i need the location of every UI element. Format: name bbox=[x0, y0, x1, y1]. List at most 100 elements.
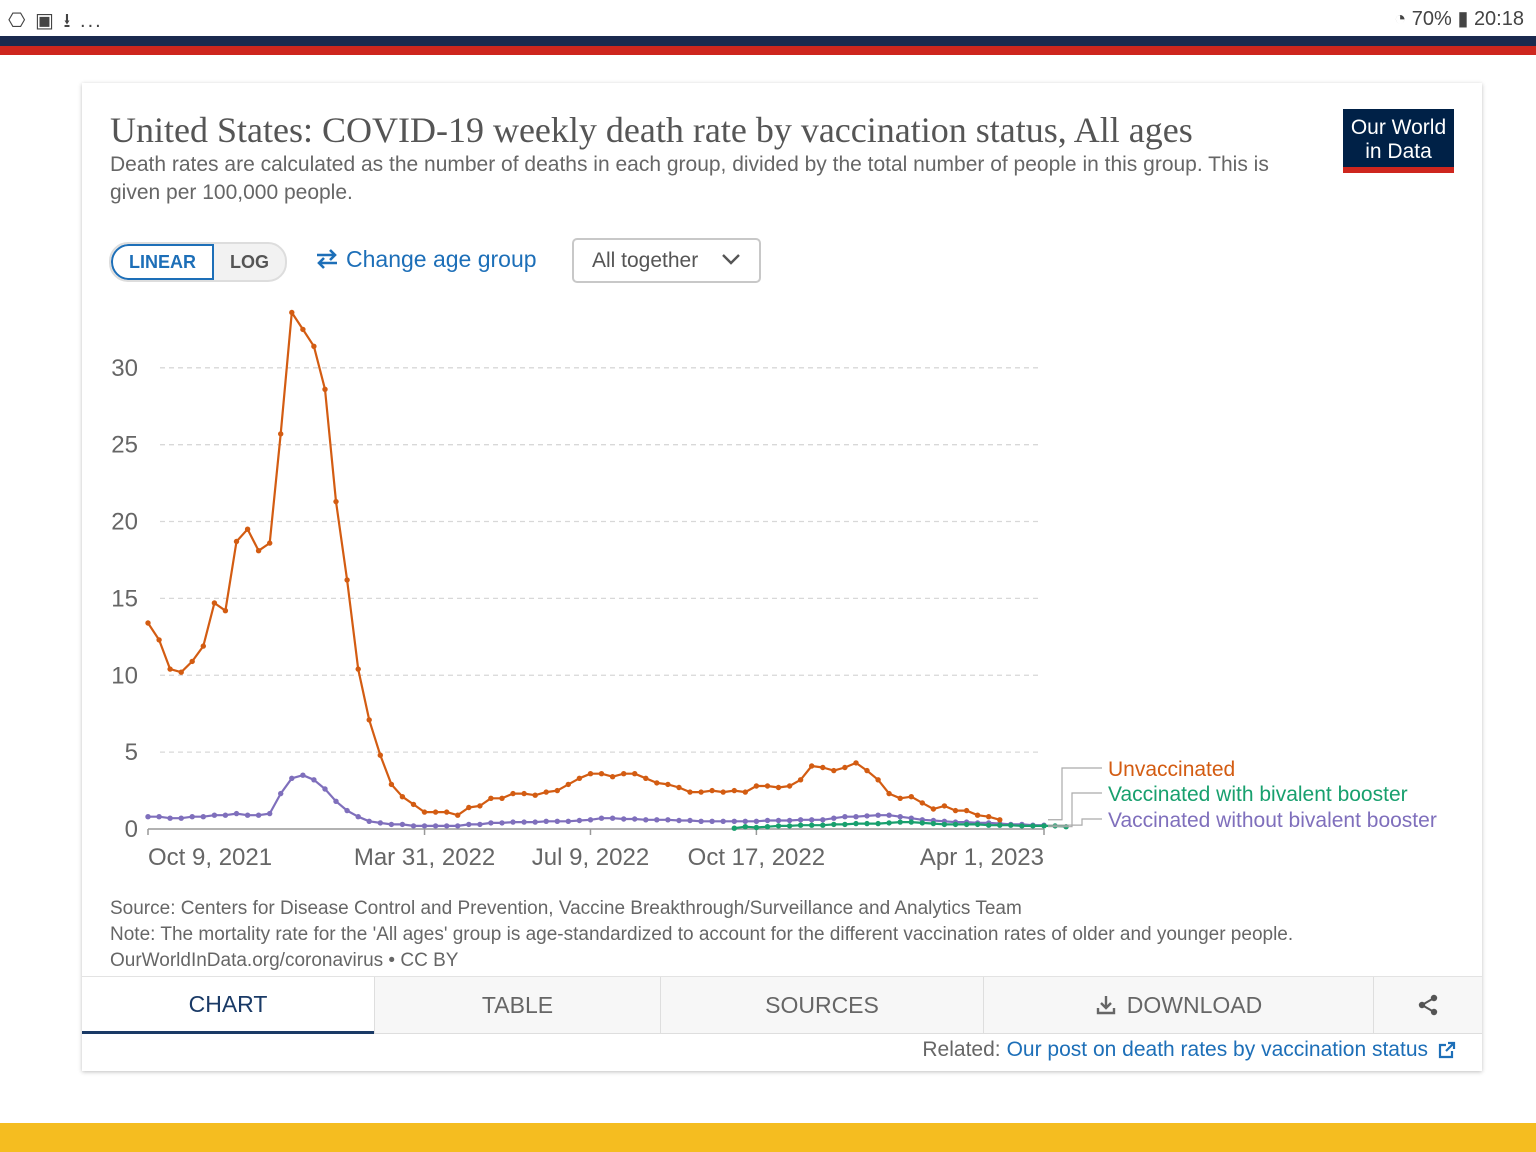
tab-table[interactable]: TABLE bbox=[374, 977, 660, 1034]
notification-icons: ⎔ ▣ ⭳ ... bbox=[8, 10, 103, 32]
change-age-group-button[interactable]: Change age group bbox=[314, 243, 537, 275]
legend-label: Vaccinated with bivalent booster bbox=[1108, 783, 1408, 806]
data-point bbox=[377, 752, 383, 758]
x-tick-label: Oct 17, 2022 bbox=[688, 844, 825, 871]
data-point bbox=[864, 767, 870, 774]
legend-connector bbox=[1048, 767, 1102, 821]
data-point bbox=[466, 821, 472, 828]
data-point bbox=[145, 620, 151, 626]
data-point bbox=[388, 781, 395, 788]
data-point bbox=[156, 637, 162, 643]
data-point bbox=[820, 764, 826, 771]
view-mode-select[interactable]: All together bbox=[572, 238, 761, 283]
data-point bbox=[255, 812, 262, 818]
data-point bbox=[444, 823, 450, 829]
share-button[interactable] bbox=[1373, 977, 1482, 1034]
data-point bbox=[864, 820, 870, 827]
data-point bbox=[1041, 823, 1047, 829]
external-link-icon[interactable] bbox=[1438, 1041, 1456, 1059]
logo-line-1: Our World bbox=[1350, 116, 1447, 139]
legend-label: Unvaccinated bbox=[1108, 758, 1235, 781]
data-point bbox=[410, 823, 417, 829]
legend-connector bbox=[1048, 792, 1102, 828]
data-point bbox=[300, 326, 306, 333]
linear-scale-button[interactable]: LINEAR bbox=[111, 244, 214, 280]
data-point bbox=[255, 548, 262, 554]
chart-subtitle: Death rates are calculated as the number… bbox=[110, 153, 1269, 204]
data-point bbox=[775, 823, 782, 829]
data-point bbox=[797, 777, 804, 783]
data-point bbox=[632, 816, 638, 822]
data-point bbox=[211, 600, 218, 606]
bottom-accent-band bbox=[0, 1123, 1536, 1152]
tab-download[interactable]: DOWNLOAD bbox=[983, 977, 1373, 1034]
related-prefix: Related: bbox=[922, 1038, 1001, 1061]
battery-level: 70% bbox=[1411, 8, 1452, 30]
data-point bbox=[875, 820, 881, 827]
data-point bbox=[278, 790, 284, 797]
data-point bbox=[278, 431, 284, 437]
data-point bbox=[831, 821, 837, 828]
data-point bbox=[609, 774, 616, 780]
data-point bbox=[665, 817, 671, 823]
data-point bbox=[565, 781, 571, 788]
data-point bbox=[886, 812, 892, 818]
data-point bbox=[930, 806, 937, 812]
data-point bbox=[676, 817, 682, 824]
related-post-link[interactable]: Our post on death rates by vaccination s… bbox=[1006, 1038, 1428, 1061]
tab-sources-label: SOURCES bbox=[765, 991, 879, 1018]
data-point bbox=[543, 789, 549, 795]
change-age-group-label: Change age group bbox=[346, 245, 537, 272]
log-scale-button[interactable]: LOG bbox=[230, 252, 269, 272]
data-point bbox=[764, 817, 771, 824]
data-point bbox=[764, 783, 771, 789]
system-status-bar: ⎔ ▣ ⭳ ... ◔ 70% ▮ 20:18 bbox=[0, 0, 1536, 36]
data-point bbox=[809, 822, 815, 828]
owid-logo[interactable]: Our World in Data bbox=[1343, 109, 1454, 173]
tab-chart[interactable]: CHART bbox=[82, 977, 374, 1034]
site-header-accent bbox=[0, 46, 1536, 55]
data-point bbox=[709, 818, 715, 824]
data-point bbox=[399, 821, 406, 828]
data-point bbox=[842, 814, 848, 820]
chart-card: United States: COVID-19 weekly death rat… bbox=[82, 83, 1482, 1071]
data-point bbox=[576, 775, 583, 781]
data-point bbox=[997, 817, 1003, 823]
tab-chart-label: CHART bbox=[188, 990, 268, 1017]
data-point bbox=[908, 815, 914, 821]
data-point bbox=[742, 818, 748, 824]
data-point bbox=[698, 818, 704, 824]
swap-arrows-icon bbox=[317, 249, 337, 269]
data-point bbox=[720, 818, 726, 824]
data-point bbox=[775, 784, 782, 791]
data-point bbox=[941, 821, 948, 828]
data-point bbox=[477, 821, 483, 828]
data-point bbox=[1008, 822, 1014, 828]
data-point bbox=[919, 820, 925, 826]
data-point bbox=[941, 803, 948, 809]
y-tick-label: 20 bbox=[111, 509, 138, 536]
data-point bbox=[222, 608, 229, 614]
data-point bbox=[963, 807, 970, 814]
x-tick-label: Oct 9, 2021 bbox=[148, 844, 272, 871]
data-point bbox=[731, 787, 737, 794]
data-point bbox=[809, 763, 815, 769]
tab-sources[interactable]: SOURCES bbox=[660, 977, 983, 1034]
data-point bbox=[687, 789, 693, 795]
data-point bbox=[344, 577, 350, 583]
data-point bbox=[643, 817, 649, 823]
x-tick-label: Mar 31, 2022 bbox=[354, 844, 495, 871]
data-point bbox=[997, 822, 1003, 828]
data-point bbox=[897, 814, 903, 820]
data-point bbox=[455, 812, 461, 818]
data-point bbox=[786, 823, 793, 829]
data-point bbox=[543, 818, 549, 824]
data-point bbox=[786, 783, 793, 789]
data-point bbox=[421, 823, 428, 829]
legend-connector bbox=[1048, 818, 1102, 826]
related-link-row: Related: Our post on death rates by vacc… bbox=[922, 1038, 1456, 1062]
data-point bbox=[233, 810, 240, 817]
data-point bbox=[167, 666, 173, 672]
data-point bbox=[521, 790, 527, 797]
data-point bbox=[1052, 823, 1058, 829]
